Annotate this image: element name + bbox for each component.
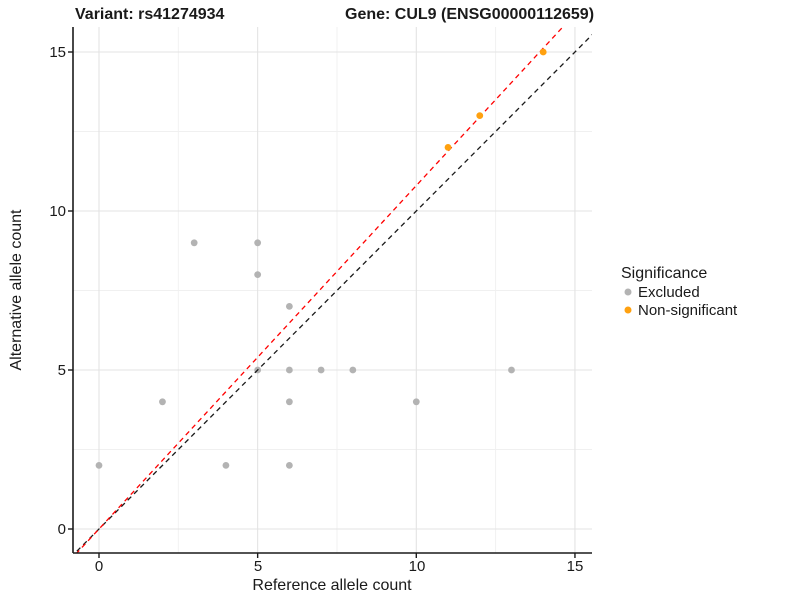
data-point-excluded — [285, 303, 293, 310]
y-tick-label: 15 — [49, 44, 66, 61]
data-point-excluded — [508, 366, 515, 374]
data-point-excluded — [285, 462, 293, 469]
y-axis-title: Alternative allele count — [8, 209, 25, 371]
major-gridlines — [73, 27, 592, 553]
y-tick-label: 0 — [58, 521, 66, 538]
data-points — [74, 27, 592, 553]
data-point-excluded — [412, 398, 420, 406]
data-point-excluded — [285, 366, 293, 374]
data-point-excluded — [190, 239, 198, 247]
data-point-excluded — [285, 398, 293, 406]
data-point-excluded — [95, 462, 103, 469]
x-tick-label: 10 — [409, 558, 426, 575]
data-point-excluded — [222, 462, 230, 469]
data-point-non-significant — [539, 48, 547, 56]
variant-title: Variant: rs41274934 — [75, 6, 225, 23]
data-point-excluded — [317, 366, 325, 374]
gene-title: Gene: CUL9 (ENSG00000112659) — [345, 6, 594, 23]
legend-label-non-significant: Non-significant — [638, 302, 738, 319]
legend-label-excluded: Excluded — [638, 284, 700, 301]
minor-gridlines — [73, 27, 592, 553]
data-point-excluded — [349, 366, 357, 374]
data-point-excluded — [254, 271, 262, 278]
data-point-non-significant — [476, 112, 484, 119]
legend: Significance Excluded Non-significant — [621, 265, 738, 319]
y-tick-label: 5 — [58, 362, 66, 379]
legend-swatch-non-significant — [624, 306, 632, 314]
data-point-non-significant — [444, 144, 452, 151]
plot-panel — [73, 27, 592, 553]
data-point-excluded — [254, 239, 262, 247]
x-axis-title: Reference allele count — [252, 577, 412, 594]
legend-title: Significance — [621, 265, 707, 282]
data-point-excluded — [159, 398, 166, 406]
x-tick-label: 15 — [567, 558, 584, 575]
axis-tick-marks — [68, 51, 576, 558]
y-tick-label: 10 — [49, 203, 66, 220]
x-tick-label: 5 — [254, 558, 262, 575]
x-tick-label: 0 — [95, 558, 103, 575]
legend-swatch-excluded — [624, 288, 632, 296]
